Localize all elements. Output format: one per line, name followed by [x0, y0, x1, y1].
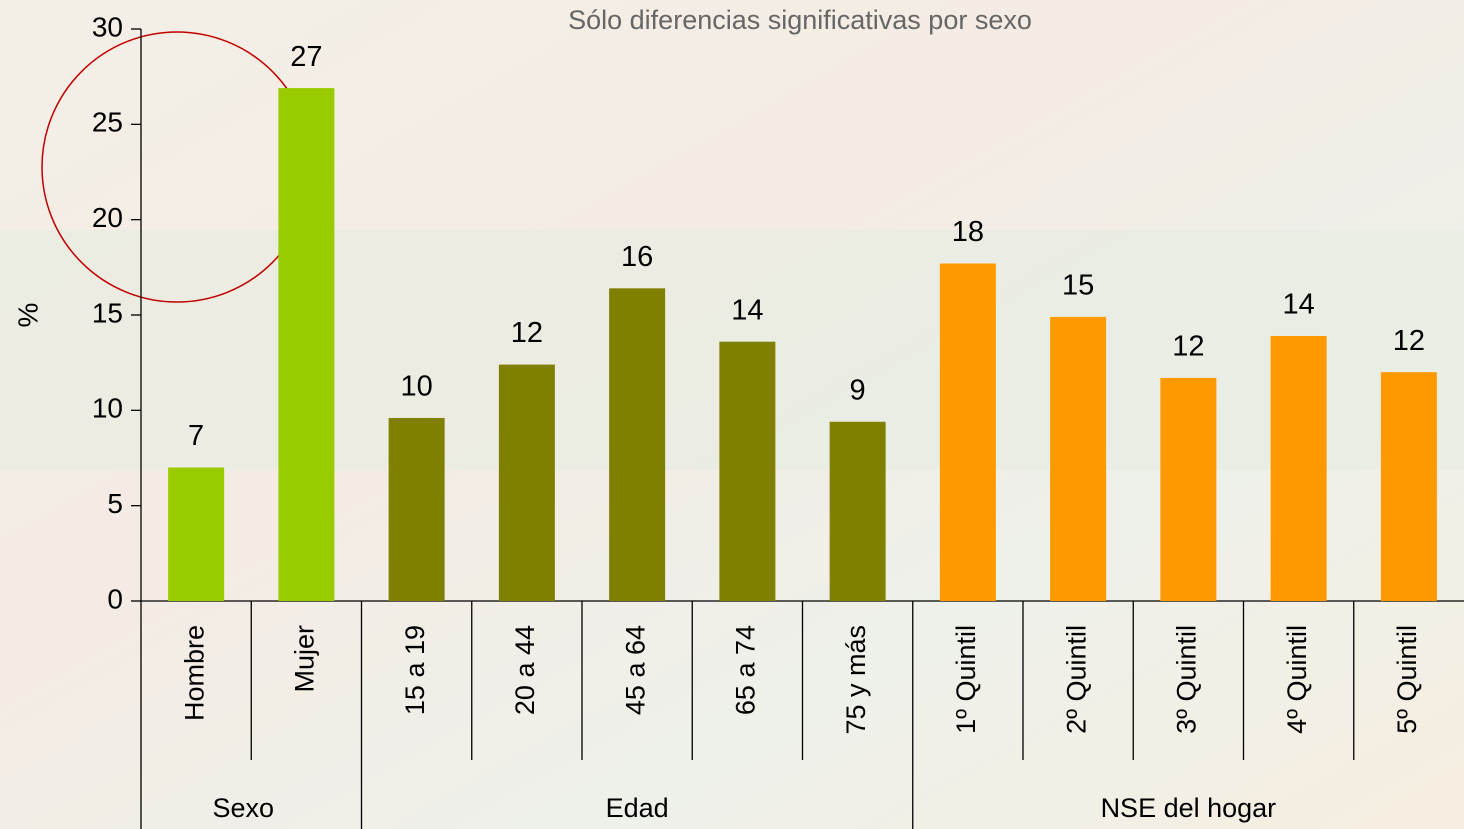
bar	[1380, 372, 1437, 601]
chart-title: Sólo diferencias significativas por sexo	[568, 5, 1032, 35]
bar	[939, 263, 996, 601]
x-tick-label: 3º Quintil	[1172, 625, 1202, 734]
x-tick-label: 2º Quintil	[1061, 625, 1091, 734]
x-tick-label: 75 y más	[841, 625, 871, 735]
x-tick-label: 1º Quintil	[951, 625, 981, 734]
data-label: 12	[1393, 325, 1425, 357]
data-label: 7	[188, 420, 204, 452]
x-tick-label: Mujer	[290, 625, 320, 693]
bar	[1050, 316, 1107, 601]
x-tick-label: Hombre	[179, 625, 209, 721]
bar	[168, 467, 225, 601]
data-label: 10	[400, 371, 432, 403]
bar	[719, 341, 776, 601]
y-tick-label: 20	[92, 202, 123, 233]
bar	[498, 364, 555, 601]
data-label: 18	[952, 216, 984, 248]
x-tick-label: 4º Quintil	[1282, 625, 1312, 734]
group-label: NSE del hogar	[1101, 793, 1277, 823]
bar	[278, 88, 335, 601]
data-label: 14	[731, 294, 763, 326]
bar	[1270, 335, 1327, 601]
y-tick-label: 25	[92, 107, 123, 138]
bar	[388, 417, 445, 601]
data-label: 15	[1062, 270, 1094, 302]
bar	[1160, 377, 1217, 601]
y-tick-label: 0	[107, 583, 123, 614]
data-label: 9	[850, 374, 866, 406]
y-tick-label: 5	[107, 488, 123, 519]
bar	[609, 288, 666, 601]
data-label: 12	[1172, 331, 1204, 363]
y-tick-label: 15	[92, 297, 123, 328]
x-tick-label: 15 a 19	[400, 625, 430, 715]
y-tick-label: 10	[92, 393, 123, 424]
data-label: 12	[511, 317, 543, 349]
x-tick-label: 5º Quintil	[1392, 625, 1422, 734]
data-label: 27	[290, 41, 322, 73]
y-tick-label: 30	[92, 11, 123, 42]
data-label: 16	[621, 241, 653, 273]
y-axis-label: %	[12, 303, 43, 328]
x-tick-label: 65 a 74	[731, 625, 761, 715]
x-tick-label: 20 a 44	[510, 625, 540, 715]
group-label: Edad	[606, 793, 669, 823]
bar	[829, 421, 886, 601]
group-label: Sexo	[212, 793, 274, 823]
x-tick-label: 45 a 64	[620, 625, 650, 715]
data-label: 14	[1282, 289, 1314, 321]
